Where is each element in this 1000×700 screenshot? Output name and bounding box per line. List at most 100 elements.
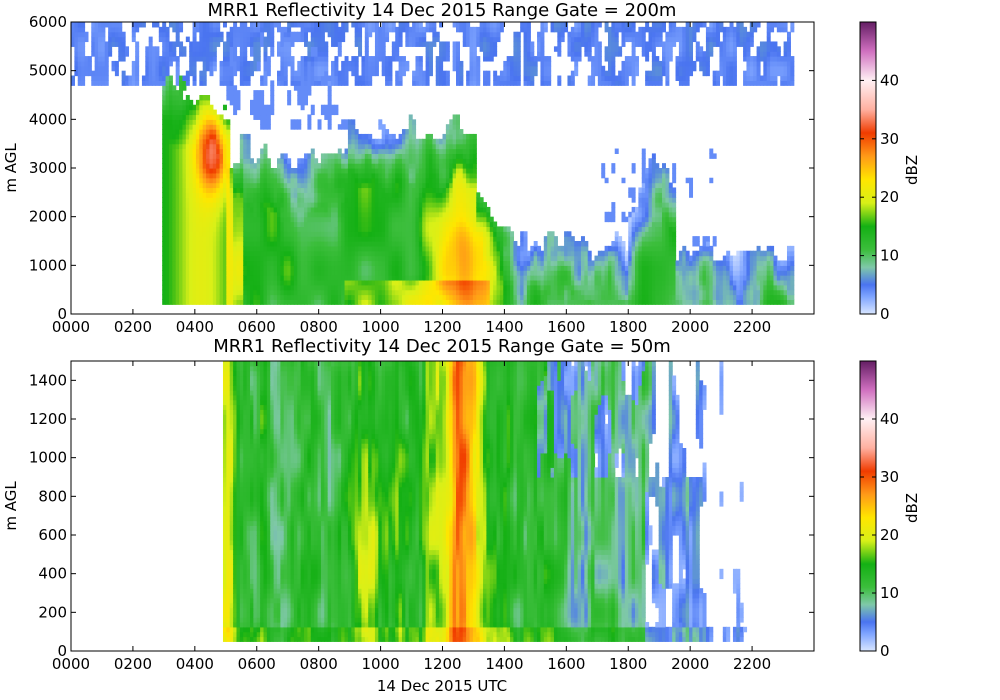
heatmap-cell <box>185 216 190 223</box>
heatmap-cell <box>81 41 86 47</box>
heatmap-cell <box>209 46 214 52</box>
heatmap-cell <box>327 99 332 106</box>
heatmap-cell <box>226 163 231 169</box>
heatmap-cell <box>202 99 207 106</box>
heatmap-cell <box>175 70 180 77</box>
heatmap-cell <box>172 241 177 247</box>
heatmap-cell <box>165 153 170 159</box>
heatmap-cell <box>162 250 167 257</box>
heatmap-cell <box>486 206 491 213</box>
heatmap-cell <box>199 70 204 77</box>
heatmap-cell <box>233 70 238 77</box>
heatmap-cell <box>165 99 170 106</box>
heatmap-cell <box>388 75 393 81</box>
heatmap-cell <box>425 80 430 86</box>
heatmap-cell <box>209 275 214 281</box>
heatmap-cell <box>290 56 295 62</box>
heatmap-cell <box>168 260 173 266</box>
heatmap-cell <box>71 31 75 38</box>
heatmap-cell <box>179 26 184 33</box>
heatmap-cell <box>165 56 170 62</box>
heatmap-cell <box>202 65 207 72</box>
heatmap-cell <box>199 168 204 174</box>
heatmap-cell <box>266 119 271 125</box>
heatmap-cell <box>212 163 217 169</box>
heatmap-cell <box>212 148 217 154</box>
heatmap-cell <box>243 22 248 28</box>
heatmap-cell <box>162 265 167 271</box>
heatmap-cell <box>168 46 173 52</box>
heatmap-cell <box>476 60 481 67</box>
heatmap-cell <box>456 41 460 47</box>
heatmap-cell <box>175 211 180 218</box>
heatmap-cell <box>209 187 214 193</box>
heatmap-cell <box>175 163 180 169</box>
heatmap-cell <box>202 206 207 213</box>
heatmap-cell <box>216 41 221 47</box>
heatmap-cell <box>114 60 119 67</box>
heatmap-cell <box>135 70 140 77</box>
heatmap-cell <box>199 46 204 52</box>
heatmap-cell <box>189 299 194 305</box>
heatmap-cell <box>165 41 170 47</box>
heatmap-cell <box>216 22 221 28</box>
heatmap-cell <box>476 75 481 81</box>
heatmap-cell <box>209 158 214 164</box>
heatmap-cell <box>94 70 99 77</box>
heatmap-cell <box>172 294 177 300</box>
heatmap-cell <box>270 80 275 86</box>
heatmap-cell <box>428 70 433 77</box>
heatmap-cell <box>165 138 170 145</box>
heatmap-cell <box>138 22 143 28</box>
heatmap-cell <box>74 70 79 77</box>
heatmap-cell <box>91 75 96 81</box>
heatmap-cell <box>168 275 173 281</box>
heatmap-cell <box>246 75 251 81</box>
heatmap-cell <box>135 65 140 72</box>
heatmap-cell <box>209 31 214 38</box>
heatmap-cell <box>179 241 184 247</box>
heatmap-cell <box>172 51 177 57</box>
heatmap-cell <box>209 294 214 300</box>
heatmap-cell <box>175 260 180 266</box>
heatmap-cell <box>334 56 339 62</box>
heatmap-cell <box>192 299 197 305</box>
heatmap-cell <box>270 31 275 38</box>
heatmap-cell <box>104 46 109 52</box>
heatmap-cell <box>202 241 207 247</box>
heatmap-cell <box>172 216 177 223</box>
heatmap-cell <box>182 163 187 169</box>
heatmap-cell <box>179 109 184 116</box>
heatmap-cell <box>189 133 194 140</box>
heatmap-cell <box>101 75 106 81</box>
heatmap-cell <box>489 56 494 62</box>
heatmap-cell <box>195 41 200 47</box>
heatmap-cell <box>206 202 211 208</box>
heatmap-cell <box>148 80 153 86</box>
heatmap-cell <box>199 270 204 276</box>
heatmap-cell <box>182 289 187 296</box>
heatmap-cell <box>297 119 302 125</box>
heatmap-cell <box>476 192 481 198</box>
heatmap-cell <box>526 26 531 33</box>
heatmap-cell <box>165 172 170 179</box>
heatmap-cell <box>182 294 187 300</box>
heatmap-cell <box>195 299 200 305</box>
heatmap-cell <box>111 26 116 33</box>
heatmap-cell <box>189 250 194 257</box>
heatmap-cell <box>472 177 477 184</box>
heatmap-cell <box>472 158 477 164</box>
heatmap-cell <box>162 56 167 62</box>
heatmap-cell <box>98 46 102 52</box>
heatmap-cell <box>202 245 207 252</box>
heatmap-cell <box>533 65 538 72</box>
heatmap-cell <box>104 80 109 86</box>
heatmap-cell <box>189 284 194 291</box>
heatmap-cell <box>145 56 150 62</box>
heatmap-cell <box>131 75 136 81</box>
heatmap-cell <box>94 22 99 28</box>
heatmap-cell <box>412 124 417 130</box>
heatmap-cell <box>202 163 207 169</box>
heatmap-cell <box>185 80 190 86</box>
heatmap-cell <box>172 182 177 189</box>
